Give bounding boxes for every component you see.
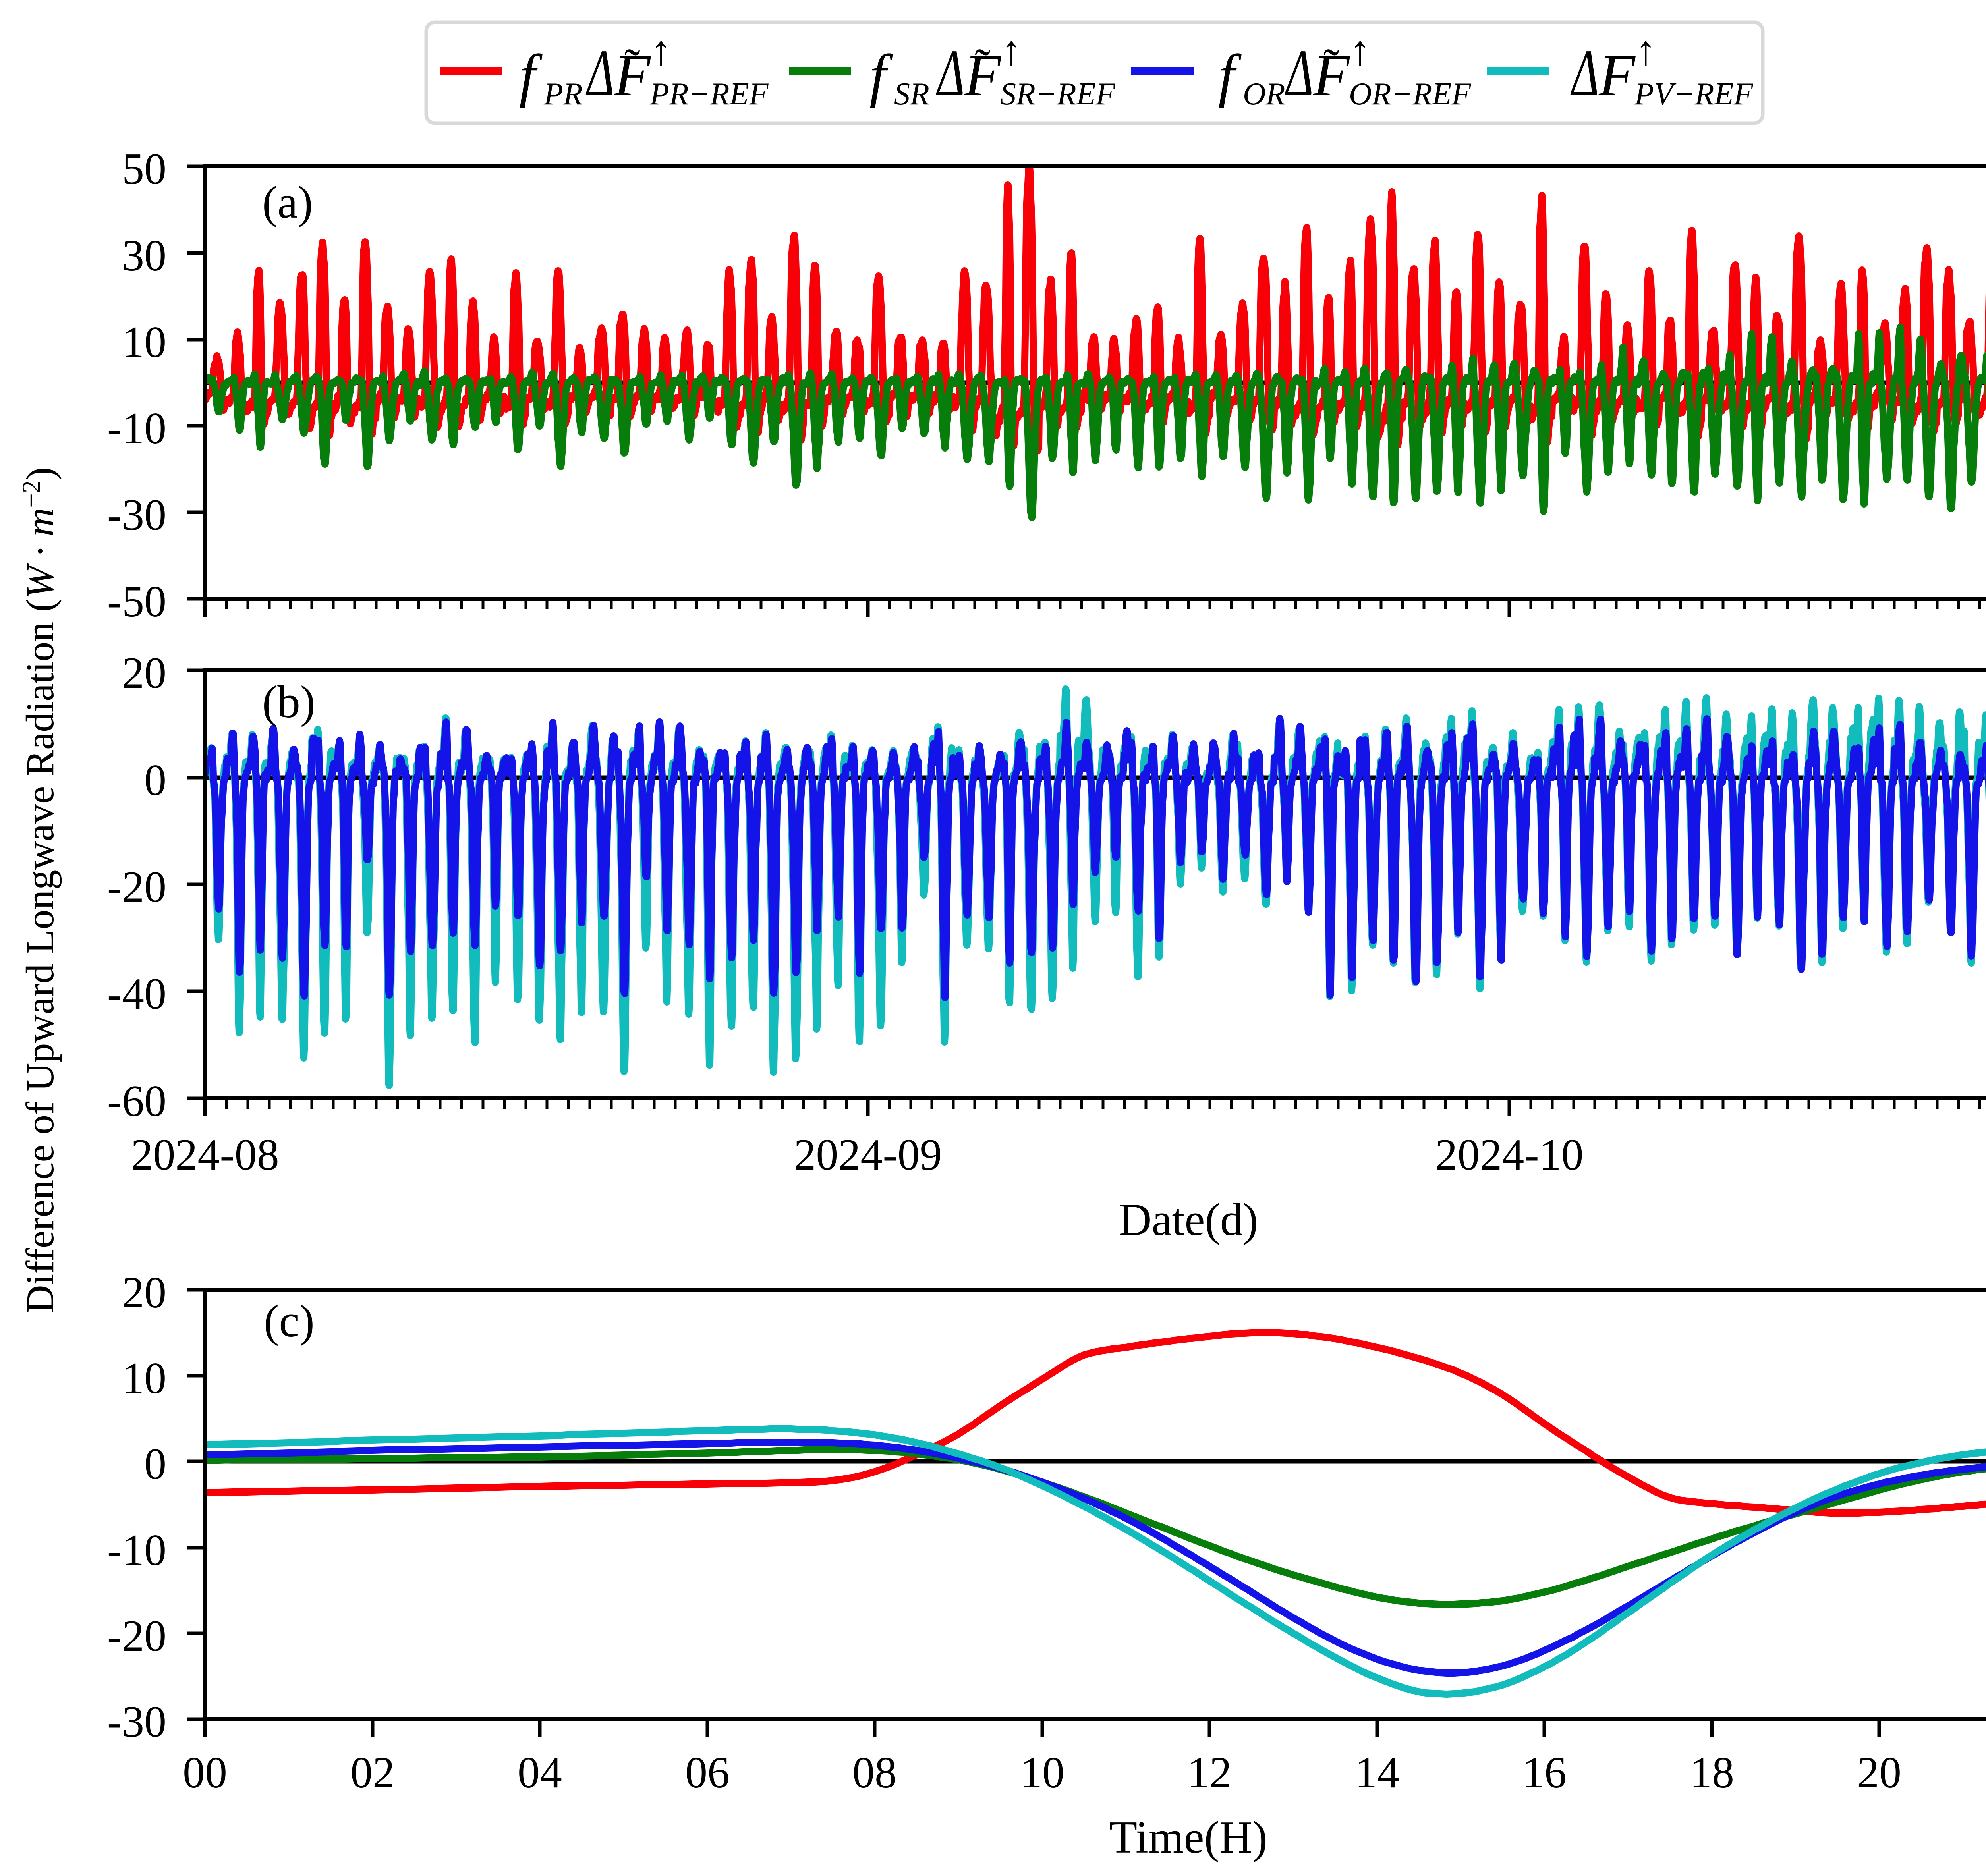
svg-text:˜: ˜ [1323,39,1339,92]
svg-text:-40: -40 [107,969,166,1019]
svg-text:20: 20 [122,648,166,698]
svg-text:20: 20 [1857,1748,1901,1797]
svg-text:08: 08 [852,1748,897,1797]
svg-text:12: 12 [1187,1748,1232,1797]
svg-text:F: F [964,42,1001,108]
svg-text:00: 00 [183,1748,227,1797]
svg-text:-20: -20 [107,1612,166,1661]
svg-text:02: 02 [350,1748,395,1797]
svg-text:-10: -10 [107,1526,166,1575]
svg-text:Time(H): Time(H) [1109,1812,1267,1862]
svg-text:50: 50 [122,145,166,194]
svg-text:Date(d): Date(d) [1119,1195,1258,1245]
svg-text:-30: -30 [107,490,166,540]
svg-text:-60: -60 [107,1077,166,1126]
svg-text:↑: ↑ [1001,27,1022,73]
svg-text:10: 10 [122,1354,166,1403]
svg-text:↑: ↑ [1350,27,1371,73]
svg-text:20: 20 [122,1268,166,1317]
svg-text:↑: ↑ [1635,27,1656,73]
svg-text:(c): (c) [264,1296,315,1346]
svg-text:10: 10 [122,318,166,367]
svg-text:14: 14 [1355,1748,1399,1797]
svg-text:06: 06 [685,1748,730,1797]
svg-text:F: F [1598,42,1636,108]
svg-text:(b): (b) [262,677,315,727]
svg-text:0: 0 [144,756,166,805]
svg-text:OR−REF: OR−REF [1349,77,1471,112]
svg-text:30: 30 [122,231,166,280]
svg-text:-30: -30 [107,1697,166,1747]
svg-text:PV−REF: PV−REF [1634,77,1753,112]
svg-text:18: 18 [1690,1748,1734,1797]
svg-text:F: F [1313,42,1350,108]
svg-text:↑: ↑ [651,27,672,73]
svg-text:PR: PR [543,77,583,112]
svg-text:16: 16 [1522,1748,1567,1797]
svg-text:2024-10: 2024-10 [1435,1130,1583,1179]
svg-text:˜: ˜ [624,39,640,92]
svg-text:OR: OR [1243,77,1285,112]
svg-text:Difference of Upward Longwave: Difference of Upward Longwave Radiation … [17,467,62,1314]
svg-text:-50: -50 [107,577,166,626]
svg-text:-10: -10 [107,404,166,453]
svg-text:04: 04 [518,1748,562,1797]
svg-text:PR−REF: PR−REF [649,77,769,112]
svg-text:10: 10 [1020,1748,1064,1797]
svg-text:-20: -20 [107,863,166,912]
svg-text:0: 0 [144,1440,166,1489]
svg-text:SR−REF: SR−REF [1000,77,1116,112]
svg-text:F: F [614,42,651,108]
svg-text:SR: SR [894,77,929,112]
svg-text:(a): (a) [262,177,313,228]
svg-text:2024-08: 2024-08 [131,1130,279,1179]
svg-text:2024-09: 2024-09 [794,1130,942,1179]
svg-text:˜: ˜ [975,39,991,92]
